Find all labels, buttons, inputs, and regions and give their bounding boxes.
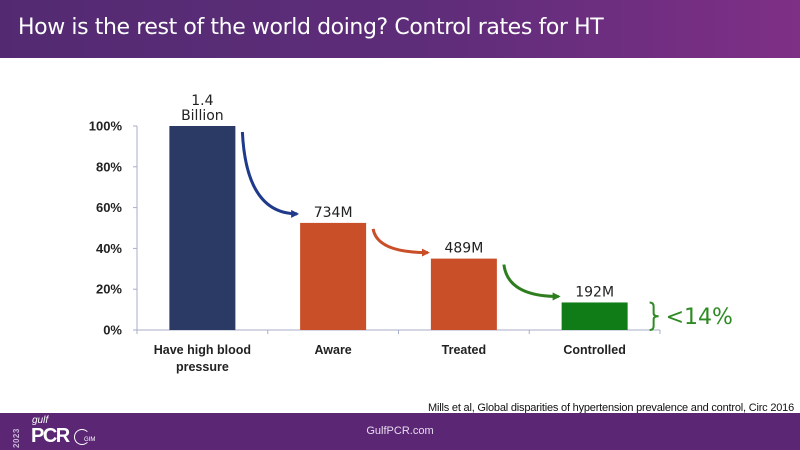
y-tick-label: 40% [96, 241, 122, 256]
bar-treated [430, 258, 497, 330]
bar-aware [300, 222, 367, 330]
bar-controlled [561, 302, 628, 330]
y-tick-label: 100% [89, 119, 123, 134]
flow-arrow [240, 131, 300, 218]
category-label: Have high blood [154, 343, 251, 357]
y-tick-label: 60% [96, 200, 122, 215]
flow-arrow [502, 264, 561, 301]
flow-arrow [371, 228, 430, 257]
bar-have-high-blood-pressure [169, 126, 236, 330]
logo-pcr: PCR [31, 425, 70, 447]
slide-title: How is the rest of the world doing? Cont… [18, 15, 604, 40]
annotation-label: <14% [666, 305, 733, 330]
data-label: 734M [314, 205, 353, 221]
category-label: Treated [442, 343, 486, 357]
slide-header: How is the rest of the world doing? Cont… [0, 0, 800, 58]
y-tick-label: 20% [96, 282, 122, 297]
bracket-icon [649, 301, 659, 331]
data-label: 192M [575, 284, 614, 300]
footer-website[interactable]: GulfPCR.com [366, 425, 434, 437]
category-label: pressure [176, 360, 229, 374]
logo-gulf: gulf [32, 415, 49, 426]
logo-gim: GIM [84, 437, 96, 443]
footer: 2023 gulf PCR GIM GulfPCR.com [0, 413, 800, 450]
data-label: 489M [444, 241, 483, 257]
data-label: 1.4 [191, 93, 213, 109]
y-tick-label: 0% [103, 323, 122, 338]
gim-icon [74, 429, 90, 445]
category-label: Aware [314, 343, 351, 357]
citation: Mills et al, Global disparities of hyper… [428, 402, 794, 414]
category-label: Controlled [563, 343, 626, 357]
data-label: Billion [181, 108, 224, 124]
y-tick-label: 80% [96, 159, 122, 174]
